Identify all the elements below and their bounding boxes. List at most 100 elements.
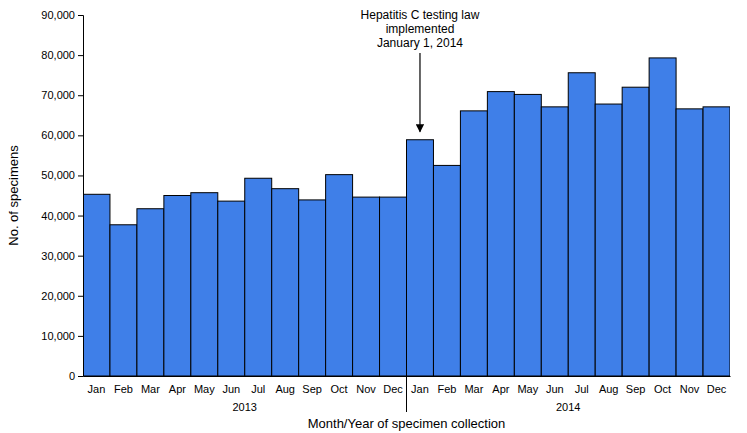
bar [622, 87, 649, 376]
x-tick-label: Nov [356, 383, 376, 395]
bar [191, 193, 218, 376]
bar [460, 111, 487, 376]
x-tick-label: Mar [141, 383, 160, 395]
x-tick: Feb [437, 376, 456, 395]
y-tick-label: 10,000 [41, 330, 75, 342]
x-tick-label: May [194, 383, 215, 395]
y-tick-label: 0 [69, 370, 75, 382]
y-tick-mark [78, 135, 83, 136]
y-tick-label: 80,000 [41, 49, 75, 61]
x-group-label: 2013 [233, 401, 257, 413]
bar [703, 107, 730, 376]
bar [83, 194, 110, 376]
y-tick-mark [78, 216, 83, 217]
y-axis-title: No. of specimens [6, 145, 21, 246]
x-tick: Aug [275, 376, 295, 395]
bar [137, 209, 164, 376]
x-tick-label: Sep [626, 383, 646, 395]
y-tick-mark [78, 175, 83, 176]
y-tick-label: 70,000 [41, 89, 75, 101]
y-tick-mark [78, 15, 83, 16]
x-tick-label: Jun [222, 383, 240, 395]
x-axis-title: Month/Year of specimen collection [308, 416, 506, 431]
bar [541, 107, 568, 376]
x-tick-label: Apr [169, 383, 186, 395]
y-tick-label: 30,000 [41, 250, 75, 262]
x-tick-label: Aug [275, 383, 295, 395]
y-axis-line [78, 16, 84, 377]
y-tick: 0 [69, 370, 83, 382]
annotation-arrow [419, 53, 420, 132]
bar [380, 197, 407, 376]
y-tick-label: 50,000 [41, 169, 75, 181]
y-tick: 90,000 [41, 9, 83, 21]
y-tick: 70,000 [41, 89, 83, 101]
x-tick: Jan [88, 376, 106, 395]
x-tick-label: Apr [492, 383, 509, 395]
y-tick: 10,000 [41, 330, 83, 342]
x-tick: Jul [575, 376, 589, 395]
bar [433, 165, 460, 376]
x-tick-label: Jul [251, 383, 265, 395]
y-tick: 60,000 [41, 129, 83, 141]
x-tick-label: Jan [88, 383, 106, 395]
x-tick-label: Oct [654, 383, 671, 395]
x-tick-label: Nov [680, 383, 700, 395]
x-tick: Jun [546, 376, 564, 395]
x-groups: 2013 2014 [233, 376, 581, 413]
x-tick: Jul [251, 376, 265, 395]
x-tick-label: Jun [546, 383, 564, 395]
bar [299, 200, 326, 376]
bar [326, 175, 353, 376]
y-tick-mark [78, 336, 83, 337]
bar [110, 225, 137, 376]
y-tick-label: 20,000 [41, 290, 75, 302]
y-tick-mark [78, 95, 83, 96]
x-tick-label: Jul [575, 383, 589, 395]
x-tick: Oct [654, 376, 671, 395]
x-tick-label: Aug [599, 383, 619, 395]
bar [272, 189, 299, 376]
y-tick-mark [78, 256, 83, 257]
x-group-label: 2014 [556, 401, 580, 413]
y-tick-label: 60,000 [41, 129, 75, 141]
y-tick-label: 40,000 [41, 210, 75, 222]
x-tick-label: Jan [411, 383, 429, 395]
bar [595, 104, 622, 376]
x-tick: Oct [331, 376, 348, 395]
x-tick-label: Feb [437, 383, 456, 395]
x-tick-label: Mar [464, 383, 483, 395]
x-tick: Apr [169, 376, 186, 395]
y-tick-mark [78, 296, 83, 297]
x-tick-label: Oct [331, 383, 348, 395]
x-tick: Mar [141, 376, 160, 395]
x-tick: May [517, 376, 538, 395]
bar [568, 73, 595, 376]
x-tick-label: Dec [707, 383, 727, 395]
annotation: Hepatitis C testing lawimplementedJanuar… [361, 8, 480, 132]
x-tick: May [194, 376, 215, 395]
bar [649, 58, 676, 376]
x-tick: Sep [302, 376, 322, 395]
bar [676, 109, 703, 376]
bar [514, 94, 541, 376]
chart: 0 10,000 20,000 30,000 40,000 50,000 60,000 70,… [0, 0, 747, 433]
x-tick: Dec [383, 376, 403, 395]
x-tick: Aug [599, 376, 619, 395]
bar [164, 196, 191, 377]
annotation-text: implemented [386, 22, 455, 36]
y-tick: 40,000 [41, 210, 83, 222]
x-tick: Jan [411, 376, 429, 395]
x-tick: Dec [707, 376, 727, 395]
x-tick: Mar [464, 376, 483, 395]
y-tick: 20,000 [41, 290, 83, 302]
y-tick-label: 90,000 [41, 9, 75, 21]
x-tick-label: Sep [302, 383, 322, 395]
x-tick-label: Feb [114, 383, 133, 395]
y-tick: 50,000 [41, 169, 83, 181]
x-tick: Feb [114, 376, 133, 395]
x-tick-label: Dec [383, 383, 403, 395]
bar [245, 178, 272, 376]
y-tick-mark [78, 55, 83, 56]
x-tick: Sep [626, 376, 646, 395]
